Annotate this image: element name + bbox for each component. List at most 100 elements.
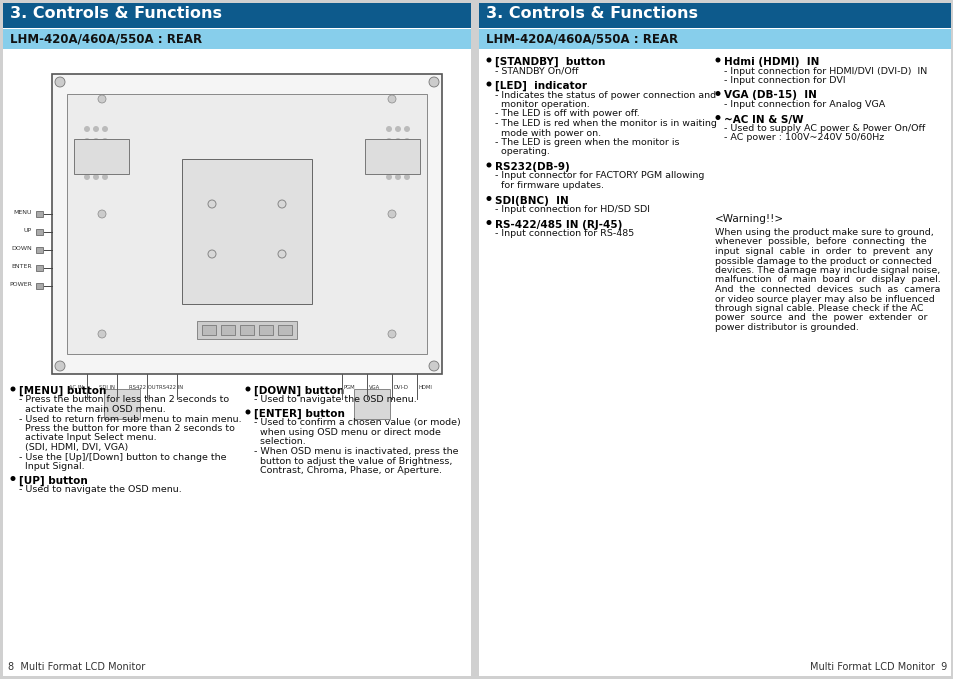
Text: button to adjust the value of Brightness,: button to adjust the value of Brightness…: [253, 456, 452, 466]
Circle shape: [386, 126, 392, 132]
Circle shape: [403, 150, 410, 156]
Text: whenever  possible,  before  connecting  the: whenever possible, before connecting the: [714, 238, 925, 246]
Text: <Warning!!>: <Warning!!>: [714, 214, 783, 224]
Text: HDMI: HDMI: [418, 385, 433, 390]
Text: MENU: MENU: [13, 210, 32, 215]
Text: SDI(BNC)  IN: SDI(BNC) IN: [495, 196, 568, 206]
Circle shape: [395, 162, 400, 168]
Circle shape: [55, 361, 65, 371]
Bar: [36, 247, 43, 253]
Bar: [478, 29, 950, 49]
Circle shape: [486, 81, 491, 86]
Text: SDI IN: SDI IN: [99, 385, 114, 390]
Bar: [365, 139, 419, 174]
Circle shape: [102, 126, 108, 132]
Circle shape: [277, 200, 286, 208]
Text: - Input connection for HD/SD SDI: - Input connection for HD/SD SDI: [495, 205, 649, 214]
Text: ~AC IN & S/W: ~AC IN & S/W: [723, 115, 802, 124]
Circle shape: [92, 126, 99, 132]
Text: Input Signal.: Input Signal.: [19, 462, 85, 471]
Circle shape: [388, 95, 395, 103]
Text: activate the main OSD menu.: activate the main OSD menu.: [19, 405, 166, 414]
Bar: [3, 29, 471, 49]
Text: UP: UP: [24, 229, 32, 234]
Bar: [240, 325, 253, 335]
Text: 8  Multi Format LCD Monitor: 8 Multi Format LCD Monitor: [8, 662, 145, 672]
Circle shape: [429, 77, 438, 87]
Circle shape: [395, 174, 400, 180]
Text: for firmware updates.: for firmware updates.: [495, 181, 603, 190]
Text: - The LED is green when the monitor is: - The LED is green when the monitor is: [495, 138, 679, 147]
Text: DOWN: DOWN: [11, 246, 32, 251]
Bar: [202, 325, 215, 335]
Text: - Input connection for HDMI/DVI (DVI-D)  IN: - Input connection for HDMI/DVI (DVI-D) …: [723, 67, 926, 75]
Text: - Used to return from sub menu to main menu.: - Used to return from sub menu to main m…: [19, 414, 241, 424]
Text: mode with power on.: mode with power on.: [495, 128, 600, 138]
Circle shape: [84, 162, 90, 168]
Text: through signal cable. Please check if the AC: through signal cable. Please check if th…: [714, 304, 923, 313]
Text: RS422 IN: RS422 IN: [159, 385, 183, 390]
Text: activate Input Select menu.: activate Input Select menu.: [19, 433, 156, 443]
Text: LHM-420A/460A/550A : REAR: LHM-420A/460A/550A : REAR: [10, 33, 202, 45]
Circle shape: [98, 210, 106, 218]
Text: PGM: PGM: [344, 385, 355, 390]
Circle shape: [386, 162, 392, 168]
Text: RS-422/485 IN (RJ-45): RS-422/485 IN (RJ-45): [495, 219, 621, 230]
Text: power  source  and  the  power  extender  or: power source and the power extender or: [714, 314, 926, 323]
Text: AC IN: AC IN: [69, 385, 83, 390]
Circle shape: [92, 162, 99, 168]
Circle shape: [10, 386, 15, 392]
Text: VGA: VGA: [369, 385, 380, 390]
Bar: [182, 159, 312, 304]
Text: [DOWN] button: [DOWN] button: [253, 386, 344, 397]
Circle shape: [84, 126, 90, 132]
Circle shape: [388, 210, 395, 218]
Circle shape: [388, 330, 395, 338]
Text: And  the  connected  devices  such  as  camera: And the connected devices such as camera: [714, 285, 940, 294]
Circle shape: [395, 138, 400, 144]
Circle shape: [84, 138, 90, 144]
Circle shape: [386, 138, 392, 144]
Text: monitor operation.: monitor operation.: [495, 100, 589, 109]
Circle shape: [92, 174, 99, 180]
Circle shape: [429, 361, 438, 371]
Text: when using OSD menu or direct mode: when using OSD menu or direct mode: [253, 428, 440, 437]
Text: LHM-420A/460A/550A : REAR: LHM-420A/460A/550A : REAR: [485, 33, 678, 45]
Text: - AC power : 100V~240V 50/60Hz: - AC power : 100V~240V 50/60Hz: [723, 134, 883, 143]
Circle shape: [245, 409, 251, 414]
Circle shape: [102, 174, 108, 180]
Text: RS422 OUT: RS422 OUT: [129, 385, 159, 390]
Text: - Use the [Up]/[Down] button to change the: - Use the [Up]/[Down] button to change t…: [19, 452, 226, 462]
Text: VGA (DB-15)  IN: VGA (DB-15) IN: [723, 90, 816, 100]
Text: 3. Controls & Functions: 3. Controls & Functions: [10, 5, 222, 20]
Circle shape: [403, 126, 410, 132]
Bar: [221, 325, 234, 335]
Text: - Indicates the status of power connection and: - Indicates the status of power connecti…: [495, 90, 716, 100]
Text: - Press the button for less than 2 seconds to: - Press the button for less than 2 secon…: [19, 395, 229, 405]
Text: possible damage to the product or connected: possible damage to the product or connec…: [714, 257, 931, 265]
Circle shape: [84, 174, 90, 180]
Bar: [354, 389, 390, 419]
Text: Contrast, Chroma, Phase, or Aperture.: Contrast, Chroma, Phase, or Aperture.: [253, 466, 441, 475]
Text: - When OSD menu is inactivated, press the: - When OSD menu is inactivated, press th…: [253, 447, 458, 456]
Circle shape: [208, 200, 215, 208]
Circle shape: [98, 95, 106, 103]
Circle shape: [486, 220, 491, 225]
Text: power distributor is grounded.: power distributor is grounded.: [714, 323, 858, 332]
Bar: [67, 94, 427, 354]
Bar: [74, 139, 129, 174]
Text: - STANDBY On/Off: - STANDBY On/Off: [495, 67, 578, 75]
Circle shape: [715, 58, 720, 62]
Circle shape: [403, 162, 410, 168]
Text: - The LED is off with power off.: - The LED is off with power off.: [495, 109, 639, 119]
Bar: [36, 229, 43, 235]
Bar: [36, 283, 43, 289]
Bar: [277, 325, 292, 335]
Text: POWER: POWER: [10, 282, 32, 287]
Circle shape: [395, 150, 400, 156]
Text: ENTER: ENTER: [11, 265, 32, 270]
Circle shape: [84, 150, 90, 156]
Bar: [3, 3, 471, 676]
Text: - Input connection for DVI: - Input connection for DVI: [723, 76, 844, 85]
Circle shape: [92, 138, 99, 144]
